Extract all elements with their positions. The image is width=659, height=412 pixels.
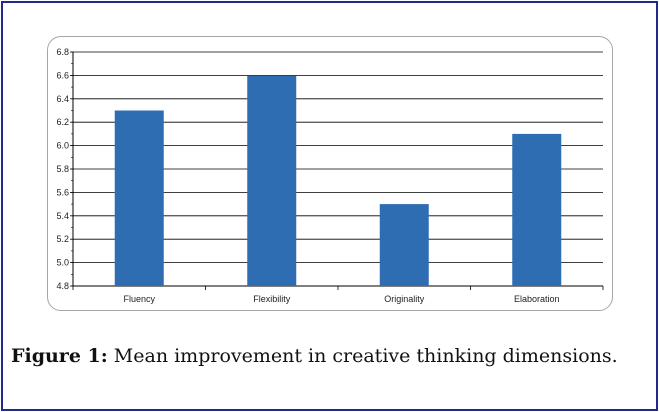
y-tick-label: 5.6 bbox=[56, 187, 69, 197]
bar bbox=[512, 133, 562, 286]
y-tick-label: 6.4 bbox=[56, 94, 69, 104]
y-tick-label: 5.2 bbox=[56, 234, 69, 244]
y-tick-label: 5.0 bbox=[56, 258, 69, 268]
bar bbox=[379, 204, 429, 286]
x-tick-label: Originality bbox=[384, 294, 425, 304]
bar-chart: 4.8 5.0 5.2 5.4 5.6 5.8 6.0 6.2 6.4 6.6 6.8 Fluency… bbox=[56, 47, 604, 304]
bar bbox=[247, 75, 297, 287]
y-tick-label: 5.8 bbox=[56, 164, 69, 174]
y-tick-label: 4.8 bbox=[56, 281, 69, 291]
bar bbox=[114, 110, 164, 286]
figure-caption: Figure 1: Mean improvement in creative t… bbox=[11, 343, 643, 370]
x-tick-label: Flexibility bbox=[253, 294, 291, 304]
x-tick-label: Elaboration bbox=[514, 294, 560, 304]
y-tick-label: 6.2 bbox=[56, 117, 69, 127]
chart-container: 4.8 5.0 5.2 5.4 5.6 5.8 6.0 6.2 6.4 6.6 6.8 Fluency… bbox=[47, 36, 613, 311]
y-tick-label: 6.6 bbox=[56, 70, 69, 80]
y-tick-label: 6.8 bbox=[56, 47, 69, 57]
y-tick-label: 5.4 bbox=[56, 211, 69, 221]
y-tick-label: 6.0 bbox=[56, 141, 69, 151]
x-tick-label: Fluency bbox=[123, 294, 155, 304]
caption-label: Figure 1: bbox=[11, 345, 108, 367]
caption-text: Mean improvement in creative thinking di… bbox=[107, 345, 618, 367]
